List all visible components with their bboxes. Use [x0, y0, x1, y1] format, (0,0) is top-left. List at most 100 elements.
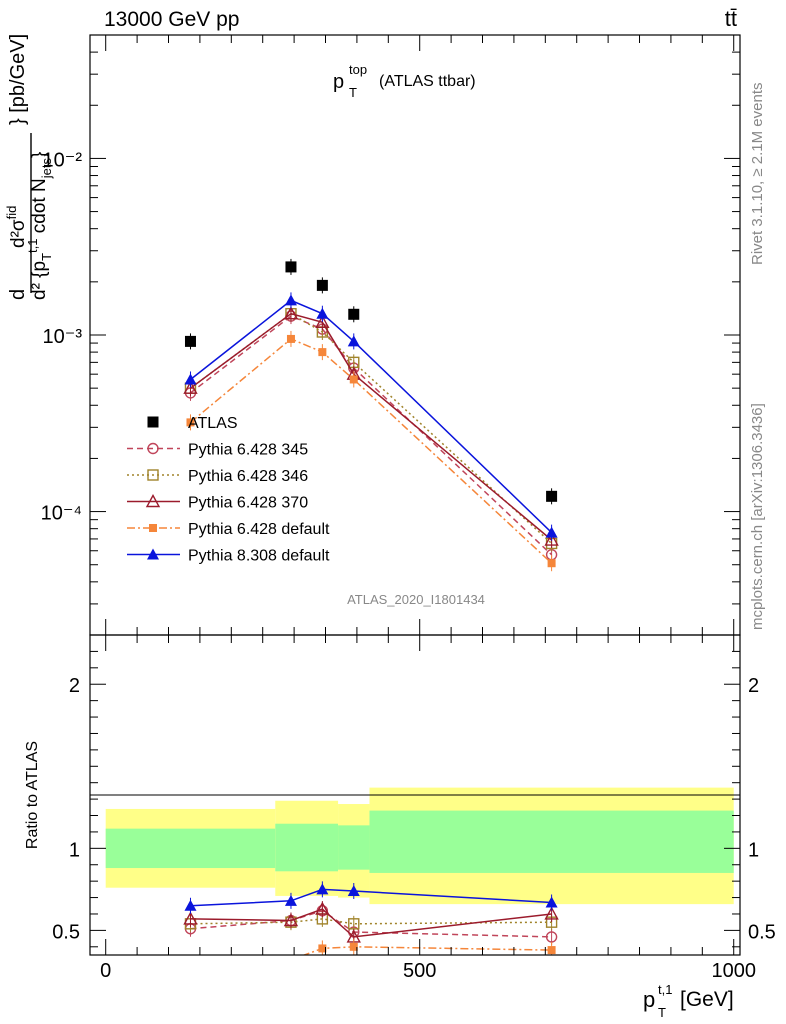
- data-point: [183, 380, 198, 394]
- header-right-label: tt̄: [725, 6, 737, 31]
- series-line-1: [190, 315, 553, 556]
- legend-label: ATLAS: [188, 415, 238, 432]
- data-point: [546, 490, 558, 502]
- legend-label: Pythia 6.428 370: [188, 495, 308, 512]
- data-point: [283, 913, 299, 927]
- data-point: [349, 942, 358, 951]
- ratio-y-tick-label-right: 1: [748, 839, 759, 861]
- data-point: [544, 906, 559, 920]
- ratio-y-tick-label: 2: [69, 675, 80, 697]
- data-point: [315, 901, 330, 915]
- rivet-version-label: Rivet 3.1.10, ≥ 2.1M events: [749, 83, 766, 266]
- data-point: [545, 526, 558, 538]
- series-2: [184, 305, 558, 552]
- legend-marker: [145, 494, 161, 508]
- data-point: [315, 314, 330, 329]
- data-point: [347, 335, 360, 347]
- legend-item-0: ATLAS: [147, 415, 238, 432]
- legend-marker: [147, 469, 159, 481]
- main-plot-panel: 10⁻² 10⁻³ 10⁻⁴ p top T (ATLAS ttbar) ATLAS…: [4, 34, 741, 636]
- data-point: [316, 307, 329, 319]
- ratio-y-tick-label: 1: [69, 839, 80, 861]
- legend-label: Pythia 6.428 346: [188, 468, 308, 485]
- ratio-y-tick-label-right: 2: [748, 675, 759, 697]
- main-y-axis-label: d d² {pTt,1 cdot Njets} d²σfid } [pb/GeV…: [4, 34, 54, 300]
- legend-item-1: Pythia 6.428 345: [127, 442, 308, 459]
- ratio-y-axis-label: Ratio to ATLAS: [24, 741, 41, 849]
- series-3: [183, 305, 559, 549]
- series-4: [186, 330, 556, 572]
- data-point: [286, 334, 295, 343]
- data-point: [183, 911, 198, 925]
- ratio-plot-panel: 2 2 1 1 0.5 0.5 0 500 1000 Ratio to ATLAS p t,1 …: [24, 634, 776, 1020]
- analysis-watermark: ATLAS_2020_I1801434: [347, 592, 485, 607]
- series-4: [184, 881, 558, 914]
- data-point: [348, 918, 360, 930]
- y-tick-label: 10⁻³: [43, 326, 83, 348]
- legend-item-3: Pythia 6.428 370: [127, 494, 308, 512]
- title-p: p: [333, 71, 344, 93]
- series-5: [184, 292, 558, 541]
- data-point: [318, 348, 327, 357]
- x-axis-label-sub: T: [658, 1005, 666, 1020]
- legend-item-4: Pythia 6.428 default: [127, 521, 330, 538]
- series-3: [302, 938, 556, 955]
- data-point: [545, 896, 558, 908]
- legend-label: Pythia 6.428 345: [188, 442, 308, 459]
- data-point: [318, 944, 327, 953]
- ratio-plot-frame: [89, 634, 741, 956]
- x-axis-label-sup: t,1: [658, 982, 672, 997]
- y-axis-label-unit: } [pb/GeV]: [7, 34, 29, 125]
- main-plot-title: p top T (ATLAS ttbar): [333, 62, 476, 100]
- main-axis-ticks: 10⁻² 10⁻³ 10⁻⁴: [41, 34, 740, 636]
- data-point: [284, 894, 297, 906]
- series-0: [184, 258, 558, 505]
- data-point: [184, 335, 196, 347]
- x-axis-label-p: p: [643, 987, 655, 1012]
- legend: ATLAS Pythia 6.428 345 Pythia 6.428 346 Pyt…: [127, 415, 330, 565]
- ratio-y-tick-label: 0.5: [52, 921, 80, 943]
- data-point: [347, 885, 360, 896]
- legend-item-5: Pythia 8.308 default: [127, 548, 330, 565]
- data-point: [284, 294, 297, 306]
- data-point: [547, 946, 556, 955]
- title-rest: (ATLAS ttbar): [379, 73, 476, 90]
- green-band-segment: [275, 823, 339, 872]
- data-point: [545, 931, 558, 943]
- data-point: [184, 899, 197, 911]
- series-2: [183, 901, 559, 945]
- x-tick-label: 1000: [711, 960, 756, 982]
- title-sup: top: [349, 62, 367, 77]
- green-band-segment: [105, 828, 276, 869]
- legend-marker: [147, 548, 159, 560]
- ratio-uncertainty-bands: [105, 787, 734, 905]
- main-curves: [183, 258, 559, 572]
- legend-label: Pythia 6.428 default: [188, 521, 330, 538]
- data-point: [316, 279, 328, 291]
- mcplots-source-label: mcplots.cern.ch [arXiv:1306.3436]: [749, 403, 766, 630]
- x-tick-label: 500: [403, 960, 436, 982]
- y-tick-label: 10⁻⁴: [41, 503, 82, 525]
- main-plot-frame: [89, 34, 741, 636]
- legend-label: Pythia 8.308 default: [188, 548, 330, 565]
- legend-marker: [147, 442, 159, 455]
- x-axis-label: p t,1 T [GeV]: [643, 982, 734, 1020]
- y-tick-label: 10⁻²: [43, 149, 83, 171]
- header-left-label: 13000 GeV pp: [104, 8, 239, 31]
- data-point: [348, 308, 360, 320]
- green-band-segment: [338, 825, 370, 870]
- legend-marker: [147, 416, 159, 428]
- legend-item-2: Pythia 6.428 346: [127, 468, 308, 485]
- data-point: [186, 418, 195, 427]
- data-point: [544, 532, 559, 546]
- x-tick-label: 0: [100, 960, 111, 982]
- data-point: [285, 261, 297, 273]
- series-1: [184, 910, 558, 932]
- data-point: [547, 559, 556, 568]
- green-band-segment: [369, 810, 734, 873]
- x-axis-label-unit: [GeV]: [680, 988, 734, 1011]
- data-point: [316, 883, 329, 895]
- data-point: [184, 373, 197, 385]
- y-axis-label-d: d: [7, 289, 29, 300]
